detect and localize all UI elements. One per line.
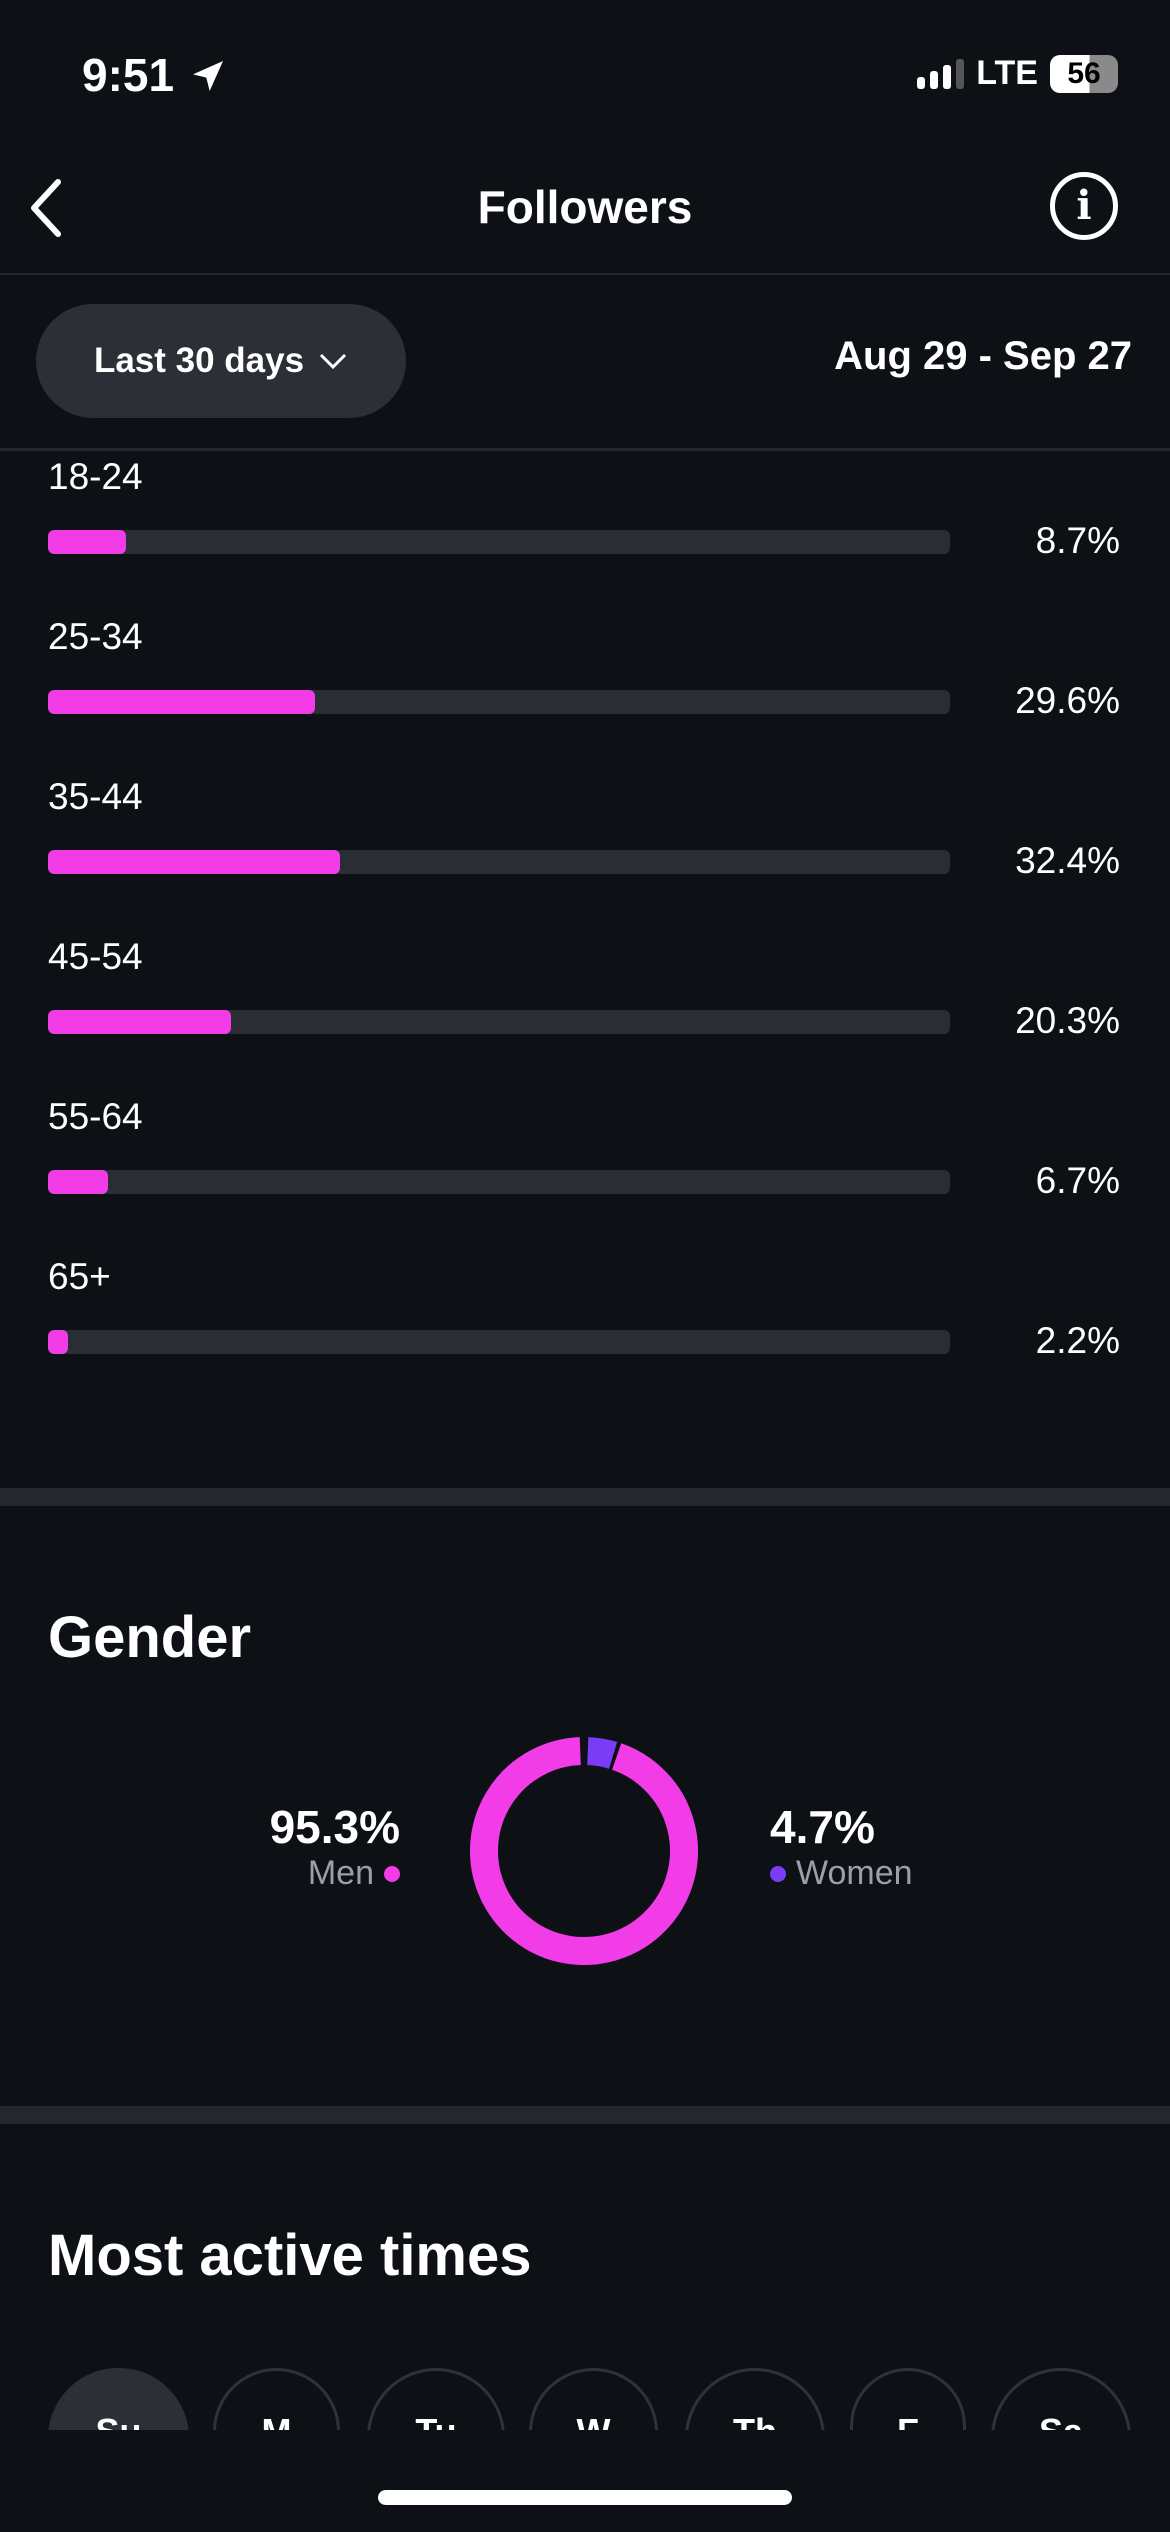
age-percent: 32.4% [1015, 840, 1120, 881]
day-pill[interactable]: W [529, 2368, 658, 2430]
age-percent: 2.2% [1035, 1320, 1120, 1361]
donut-segment-men [470, 1737, 698, 1965]
date-range-dropdown-label: Last 30 days [93, 341, 305, 380]
age-percent: 29.6% [1015, 680, 1120, 721]
status-time: 9:51 [82, 49, 175, 101]
most-active-times-heading: Most active times [48, 2223, 532, 2288]
divider [0, 273, 1170, 275]
age-bar-fill [48, 690, 315, 714]
age-bar-fill [48, 850, 341, 874]
age-percent: 20.3% [1015, 1000, 1120, 1041]
gender-heading: Gender [48, 1605, 252, 1670]
signal-icon [917, 58, 965, 89]
chevron-left-icon[interactable] [22, 176, 72, 240]
age-bar-track [48, 690, 950, 714]
age-bar-fill [48, 1010, 232, 1034]
day-pill[interactable]: Tu [367, 2368, 505, 2430]
gender-donut-chart [470, 1737, 698, 1965]
age-range-label: 35-44 [48, 776, 143, 817]
men-label: Men [307, 1854, 374, 1892]
info-icon[interactable]: i [1050, 172, 1118, 240]
age-bar-track [48, 1330, 950, 1354]
men-stat: 95.3% Men [270, 1800, 400, 1893]
donut-segment-women [586, 1737, 618, 1769]
age-bar-track [48, 850, 950, 874]
page-title: Followers [477, 181, 693, 233]
day-pill[interactable]: Su [48, 2368, 189, 2430]
status-indicators: LTE 56 [917, 54, 1118, 93]
section-separator [0, 1488, 1170, 1506]
age-bar-track [48, 1170, 950, 1194]
age-range-label: 25-34 [48, 616, 143, 657]
location-arrow-icon [193, 61, 223, 91]
men-percent: 95.3% [269, 1801, 400, 1853]
age-range-label: 45-54 [48, 936, 143, 977]
day-pill[interactable]: M [213, 2368, 340, 2430]
battery-icon: 56 [1050, 54, 1118, 93]
women-percent: 4.7% [770, 1801, 875, 1853]
women-label: Women [796, 1854, 913, 1892]
age-range-label: 65+ [48, 1256, 111, 1297]
day-selector: Su M Tu W Th F Sa [0, 2368, 1170, 2430]
day-pill[interactable]: F [850, 2368, 966, 2430]
women-legend-dot [770, 1865, 786, 1882]
age-bar-fill [48, 1330, 68, 1354]
women-stat: 4.7% Women [770, 1800, 913, 1893]
network-type: LTE [976, 54, 1038, 92]
date-range-dropdown[interactable]: Last 30 days [36, 304, 406, 418]
age-percent: 8.7% [1035, 520, 1120, 561]
age-bar-track [48, 530, 950, 554]
chevron-down-icon [320, 353, 347, 370]
age-range-label: 55-64 [48, 1096, 143, 1137]
men-legend-dot [384, 1865, 400, 1882]
age-percent: 6.7% [1035, 1160, 1120, 1201]
home-indicator[interactable] [378, 2490, 792, 2505]
day-pill[interactable]: Sa [991, 2368, 1131, 2430]
divider [0, 448, 1170, 451]
age-bar-fill [48, 1170, 109, 1194]
age-bar-fill [48, 530, 127, 554]
day-pill[interactable]: Th [685, 2368, 825, 2430]
age-bar-track [48, 1010, 950, 1034]
age-range-label: 18-24 [48, 456, 143, 497]
section-separator [0, 2106, 1170, 2124]
date-range-text: Aug 29 - Sep 27 [834, 334, 1132, 378]
